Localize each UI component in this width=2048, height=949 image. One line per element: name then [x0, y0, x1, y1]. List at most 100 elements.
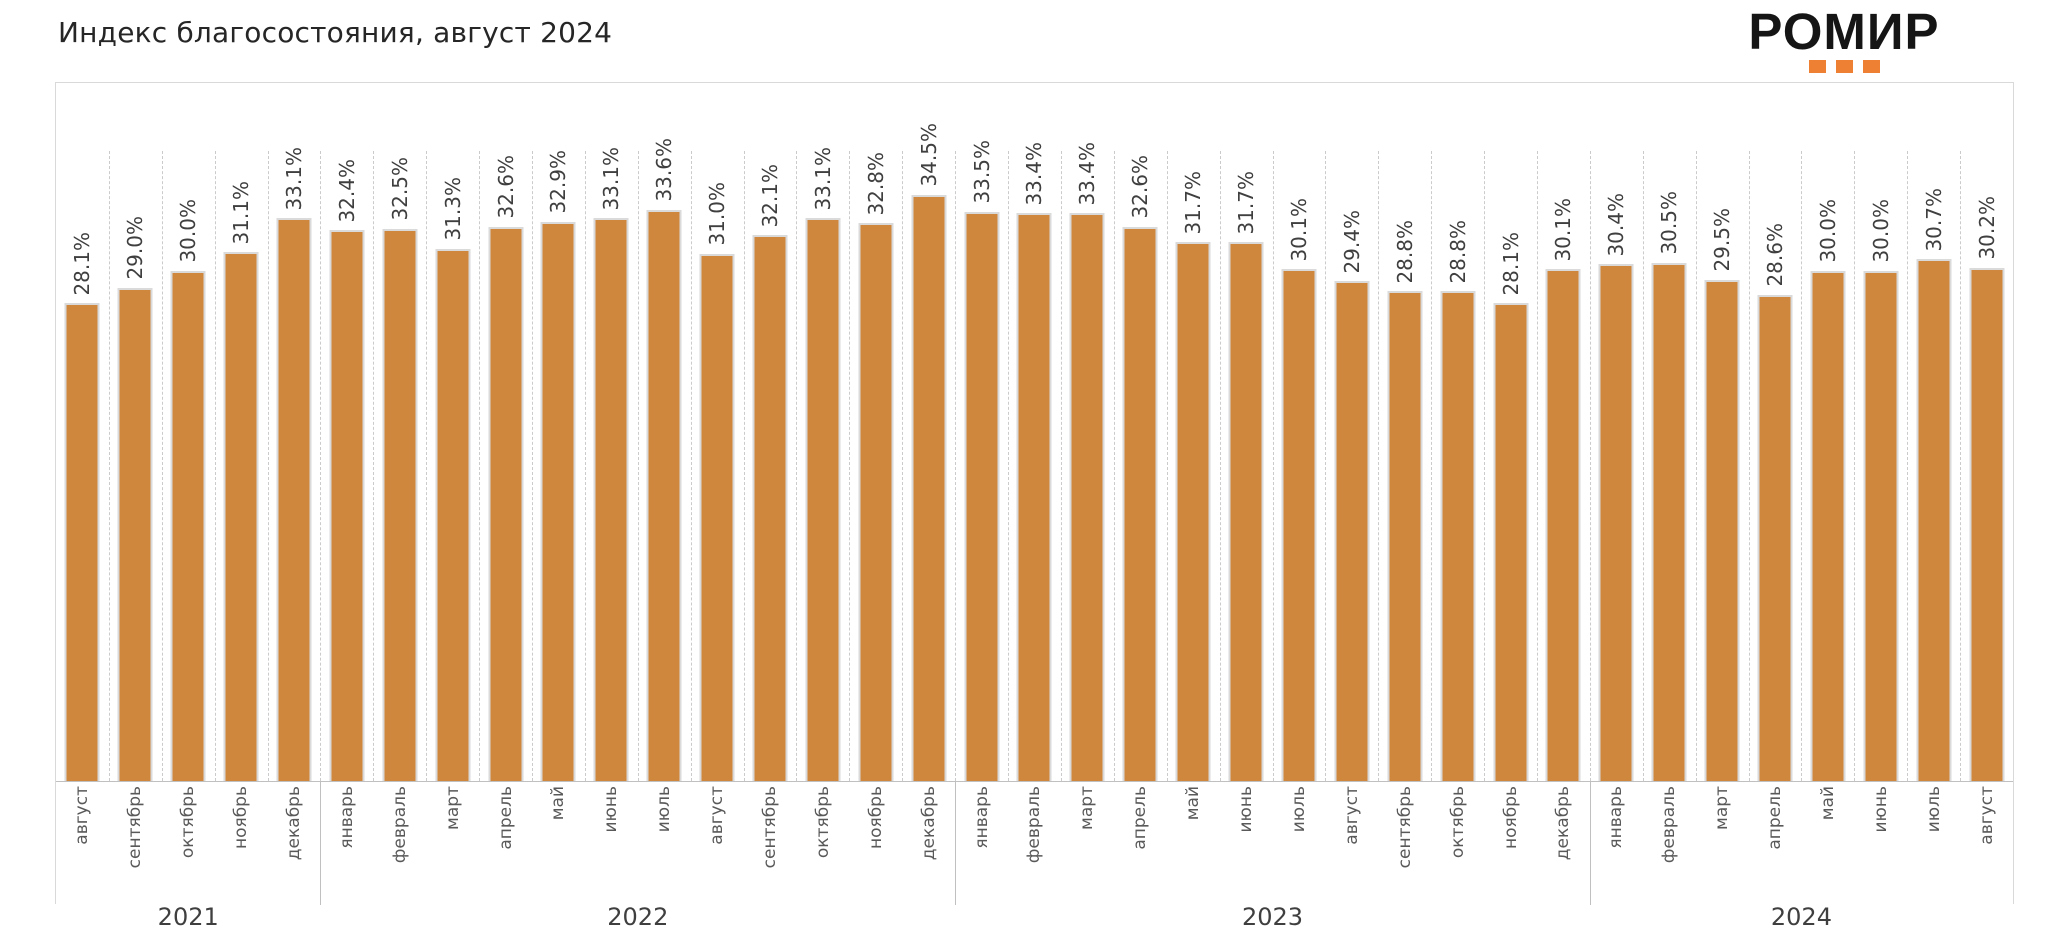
- bar: [1810, 271, 1846, 781]
- category-gridline: [1219, 151, 1221, 781]
- month-tick-ноябрь-2023: ноябрь: [1484, 786, 1537, 911]
- month-tick-label: март: [1712, 786, 1733, 830]
- bar: [1387, 291, 1423, 781]
- month-tick-май-2022: май: [532, 786, 585, 911]
- month-tick-label: июль: [654, 786, 675, 833]
- bar-value-label: 28.6%: [1749, 223, 1802, 287]
- month-tick-декабрь-2021: декабрь: [268, 786, 321, 911]
- month-tick-февраль-2023: февраль: [1008, 786, 1061, 911]
- bar-value-text: 33.1%: [599, 146, 624, 211]
- bar-value-text: 29.4%: [1339, 209, 1364, 274]
- month-tick-май-2023: май: [1167, 786, 1220, 911]
- bar: [117, 288, 153, 781]
- month-tick-label: апрель: [1764, 786, 1785, 850]
- bar-value-label: 32.6%: [1114, 155, 1167, 219]
- bar-slot-апрель-2023: 32.6%: [1114, 83, 1167, 781]
- year-label-2024: 2024: [1770, 903, 1832, 931]
- bar-slot-июль-2023: 30.1%: [1273, 83, 1326, 781]
- month-tick-label: июль: [1923, 786, 1944, 833]
- bar: [752, 235, 788, 781]
- bar-value-text: 29.0%: [123, 216, 148, 280]
- category-gridline: [690, 151, 692, 781]
- category-gridline: [1272, 151, 1274, 781]
- month-tick-март-2022: март: [426, 786, 479, 911]
- category-gridline: [108, 151, 110, 781]
- category-gridline: [1801, 151, 1803, 781]
- bar-slot-июль-2024: 30.7%: [1907, 83, 1960, 781]
- bar-value-text: 30.4%: [1604, 192, 1629, 257]
- month-tick-label: март: [442, 786, 463, 830]
- bar-value-label: 32.5%: [373, 157, 426, 221]
- bar-slot-октябрь-2023: 28.8%: [1431, 83, 1484, 781]
- bar-value-text: 30.0%: [1815, 199, 1840, 263]
- month-tick-март-2023: март: [1061, 786, 1114, 911]
- bar-slot-октябрь-2021: 30.0%: [162, 83, 215, 781]
- bar: [858, 223, 894, 781]
- year-separator: [1589, 781, 1591, 905]
- bar-value-text: 28.1%: [1498, 231, 1523, 296]
- bar-value-label: 30.7%: [1907, 188, 1960, 252]
- month-tick-label: ноябрь: [1500, 786, 1521, 850]
- bar: [593, 218, 629, 781]
- bar-slot-март-2024: 29.5%: [1696, 83, 1749, 781]
- month-tick-декабрь-2023: декабрь: [1537, 786, 1590, 911]
- month-tick-label: май: [548, 786, 569, 821]
- month-tick-июнь-2023: июнь: [1220, 786, 1273, 911]
- bar-value-label: 31.3%: [426, 177, 479, 241]
- month-tick-label: ноябрь: [865, 786, 886, 850]
- bar-value-text: 32.5%: [387, 156, 412, 221]
- bar-value-label: 32.4%: [320, 159, 373, 223]
- bar-slot-ноябрь-2022: 32.8%: [849, 83, 902, 781]
- month-tick-сентябрь-2022: сентябрь: [744, 786, 797, 911]
- month-tick-декабрь-2022: декабрь: [902, 786, 955, 911]
- bar: [805, 218, 841, 781]
- month-tick-label: сентябрь: [125, 786, 146, 869]
- bar-value-label: 33.1%: [268, 147, 321, 211]
- month-tick-январь-2024: январь: [1590, 786, 1643, 911]
- bar: [1757, 294, 1793, 781]
- page-title: Индекс благосостояния, август 2024: [58, 16, 613, 49]
- bar-value-text: 32.9%: [546, 150, 571, 214]
- month-tick-label: январь: [1606, 786, 1627, 849]
- welfare-index-chart: 28.1% август 29.0% сентябрь 30.0% октябрь 31.1…: [55, 82, 2014, 931]
- month-tick-январь-2022: январь: [320, 786, 373, 911]
- month-tick-февраль-2024: февраль: [1643, 786, 1696, 911]
- bar: [1281, 269, 1317, 781]
- month-tick-label: декабрь: [1553, 786, 1574, 861]
- month-tick-август-2022: август: [691, 786, 744, 911]
- bar-slot-февраль-2022: 32.5%: [373, 83, 426, 781]
- category-gridline: [267, 151, 269, 781]
- bar-value-text: 30.0%: [1868, 199, 1893, 263]
- month-tick-label: декабрь: [284, 786, 304, 861]
- bar-slot-январь-2023: 33.5%: [955, 83, 1008, 781]
- bar-slot-июль-2022: 33.6%: [638, 83, 691, 781]
- bar-slot-декабрь-2021: 33.1%: [268, 83, 321, 781]
- month-tick-октябрь-2022: октябрь: [796, 786, 849, 911]
- bar: [1175, 242, 1211, 781]
- bar-slot-август-2023: 29.4%: [1325, 83, 1378, 781]
- bar-slot-апрель-2022: 32.6%: [479, 83, 532, 781]
- bar-slot-сентябрь-2022: 32.1%: [744, 83, 797, 781]
- bar: [1916, 259, 1952, 781]
- month-tick-label: апрель: [1130, 786, 1151, 850]
- bar-slot-май-2024: 30.0%: [1801, 83, 1854, 781]
- month-tick-label: сентябрь: [1394, 786, 1415, 869]
- bar-value-text: 33.4%: [1022, 141, 1047, 206]
- bar-value-label: 30.0%: [1801, 199, 1854, 263]
- romir-logo-text: РОМИР: [1748, 3, 1940, 60]
- bar-slot-октябрь-2022: 33.1%: [796, 83, 849, 781]
- bar-slot-август-2024: 30.2%: [1960, 83, 2013, 781]
- bar-slot-июнь-2023: 31.7%: [1220, 83, 1273, 781]
- bar-value-label: 33.6%: [638, 138, 691, 202]
- bar-value-label: 30.5%: [1643, 191, 1696, 255]
- bar-value-label: 28.8%: [1431, 220, 1484, 284]
- category-gridline: [1008, 151, 1010, 781]
- category-gridline: [532, 151, 534, 781]
- category-gridline: [161, 151, 163, 781]
- bar-slot-март-2022: 31.3%: [426, 83, 479, 781]
- bar: [540, 221, 576, 781]
- category-gridline: [1695, 151, 1697, 781]
- bar-value-text: 33.4%: [1075, 141, 1100, 206]
- month-tick-label: август: [707, 786, 728, 845]
- bar-slot-февраль-2023: 33.4%: [1008, 83, 1061, 781]
